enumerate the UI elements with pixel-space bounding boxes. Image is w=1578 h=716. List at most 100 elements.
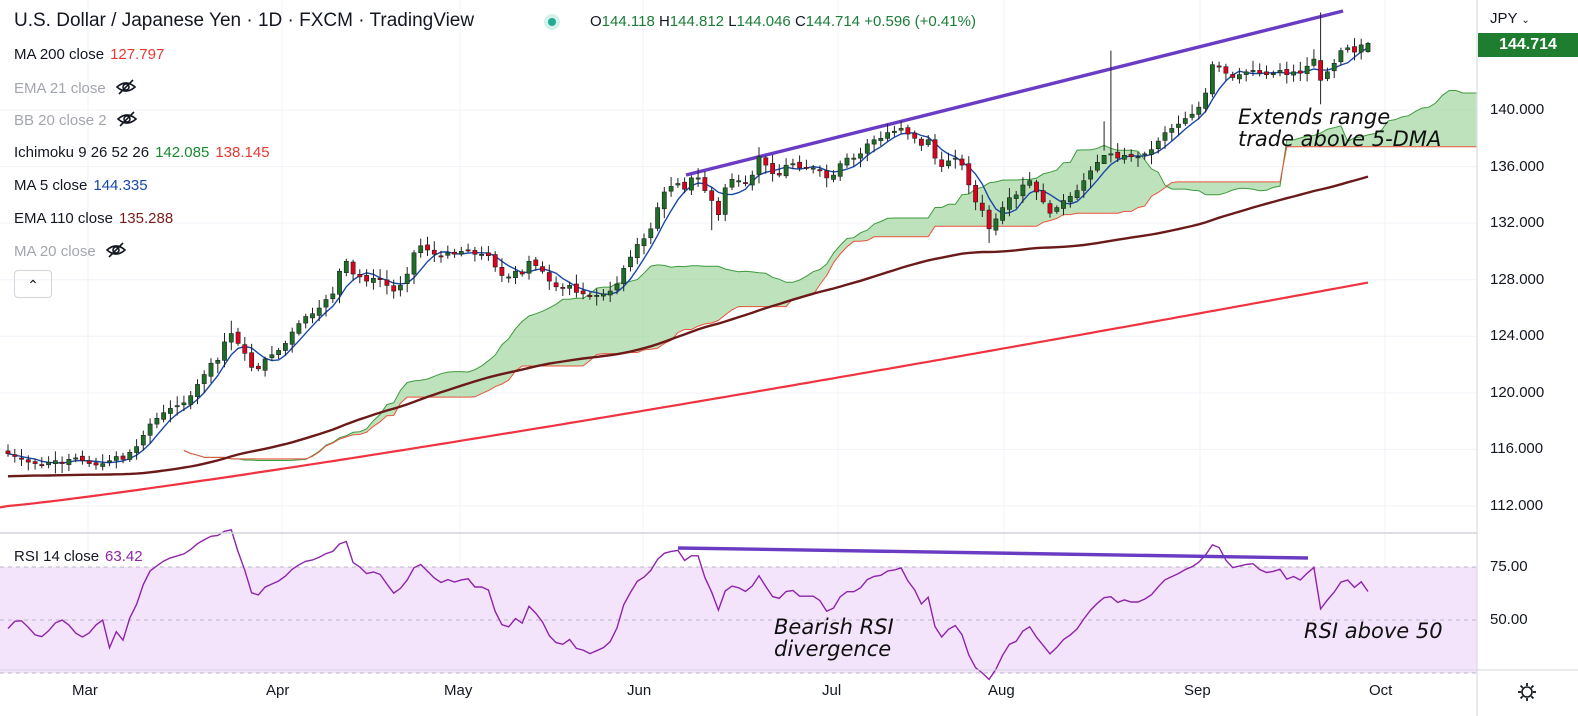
chevron-down-icon: ⌄ xyxy=(1521,15,1530,26)
candle-body xyxy=(391,285,397,292)
candle-body xyxy=(966,163,972,186)
candle-body xyxy=(1027,180,1033,186)
candle-body xyxy=(580,290,586,295)
candle-body xyxy=(201,374,207,384)
candle-body xyxy=(249,352,254,368)
candle-body xyxy=(634,244,640,258)
rsi-annotation-line-1: Bearish RSI xyxy=(774,615,894,639)
candle-body xyxy=(885,132,890,139)
indicator-legend-row[interactable]: MA 5 close 144.335 xyxy=(14,177,148,194)
candle-body xyxy=(1135,156,1141,159)
candle-body xyxy=(364,275,369,282)
candle-body xyxy=(993,218,999,231)
candle-body xyxy=(418,245,424,254)
candle-body xyxy=(1270,72,1276,75)
settings-gear-icon[interactable] xyxy=(1516,681,1538,703)
candle-body xyxy=(1162,132,1168,141)
candle-body xyxy=(783,164,789,177)
candle-body xyxy=(959,158,965,166)
candle-body xyxy=(918,138,924,146)
price-tick-label: 128.000 xyxy=(1490,270,1545,288)
candle-body xyxy=(668,186,674,192)
candle-body xyxy=(1115,151,1121,159)
eye-hidden-icon[interactable] xyxy=(105,242,126,262)
eye-hidden-icon[interactable] xyxy=(116,111,137,131)
candle-body xyxy=(357,273,363,278)
leading-span-a xyxy=(183,90,1477,461)
indicator-legend-row[interactable]: MA 20 close xyxy=(14,242,126,262)
candle-body xyxy=(1257,70,1263,74)
candle-body xyxy=(479,254,484,256)
candle-body xyxy=(73,457,79,460)
indicator-legend-row[interactable]: MA 200 close 127.797 xyxy=(14,46,164,63)
candle-body xyxy=(1291,71,1296,76)
candle-body xyxy=(587,294,593,297)
indicator-legend-row[interactable]: EMA 21 close xyxy=(14,79,136,99)
candle-body xyxy=(851,157,857,160)
candle-body xyxy=(1331,62,1337,72)
indicator-legend-row[interactable]: Ichimoku 9 26 52 26 142.085 138.145 xyxy=(14,144,270,161)
indicator-value: 144.335 xyxy=(93,176,148,194)
indicator-label: Ichimoku 9 26 52 26 xyxy=(14,144,150,162)
candle-body xyxy=(1264,71,1269,76)
indicator-value: 135.288 xyxy=(118,209,174,227)
collapse-legend-button[interactable]: ⌃ xyxy=(14,270,52,298)
cloud-fill xyxy=(183,90,1477,461)
candle-body xyxy=(445,252,451,256)
candle-body xyxy=(499,266,505,276)
currency-label: JPY xyxy=(1490,10,1518,27)
currency-selector[interactable]: JPY ⌄ xyxy=(1490,10,1530,27)
candle-body xyxy=(628,256,633,268)
candle-body xyxy=(147,423,153,436)
candle-body xyxy=(310,313,315,319)
candle-body xyxy=(127,451,133,460)
candle-body xyxy=(188,395,194,405)
candle-body xyxy=(1210,64,1215,95)
candle-body xyxy=(323,299,329,308)
candle-body xyxy=(296,323,302,334)
candle-body xyxy=(526,260,532,274)
candle-body xyxy=(316,307,322,316)
rsi-legend[interactable]: RSI 14 close 63.42 xyxy=(14,548,143,565)
time-tick-label: Jul xyxy=(822,682,842,699)
candle-body xyxy=(1149,149,1154,155)
indicator-legend-row[interactable]: EMA 110 close 135.288 xyxy=(14,210,173,227)
candle-body xyxy=(1338,50,1344,63)
price-tick-label: 124.000 xyxy=(1490,327,1545,345)
candle-body xyxy=(722,187,728,215)
leading-span-b xyxy=(183,146,1477,460)
candles xyxy=(5,12,1371,474)
high-label: H xyxy=(658,13,670,30)
candle-body xyxy=(1034,181,1039,193)
candle-body xyxy=(5,450,11,454)
candle-body xyxy=(763,157,769,166)
candle-body xyxy=(817,169,823,172)
market-status-dot xyxy=(544,14,560,30)
candle-body xyxy=(716,200,721,215)
candle-body xyxy=(1155,140,1161,150)
candle-body xyxy=(614,283,620,291)
candle-body xyxy=(695,177,701,180)
candle-body xyxy=(1074,190,1080,199)
candle-body xyxy=(492,254,498,268)
candle-body xyxy=(134,446,139,453)
candle-body xyxy=(485,252,491,257)
rsi-legend-value: 63.42 xyxy=(105,548,143,565)
candle-body xyxy=(1061,200,1066,209)
ma200-line xyxy=(0,281,1369,509)
candle-body xyxy=(269,354,275,359)
eye-hidden-icon[interactable] xyxy=(115,79,136,99)
candle-body xyxy=(242,344,248,354)
time-tick-label: Apr xyxy=(266,682,290,699)
candle-body xyxy=(174,405,180,408)
candle-body xyxy=(1216,65,1222,68)
symbol-title[interactable]: U.S. Dollar / Japanese Yen · 1D · FXCM ·… xyxy=(14,10,475,31)
indicator-label: EMA 110 close xyxy=(14,209,113,227)
rsi-pane xyxy=(0,528,1477,681)
rsi-divergence-trendline xyxy=(677,546,1309,560)
rsi-annotation-line-2: divergence xyxy=(774,637,892,661)
candle-body xyxy=(540,266,545,272)
candle-body xyxy=(93,462,99,466)
indicator-legend-row[interactable]: BB 20 close 2 xyxy=(14,111,137,131)
